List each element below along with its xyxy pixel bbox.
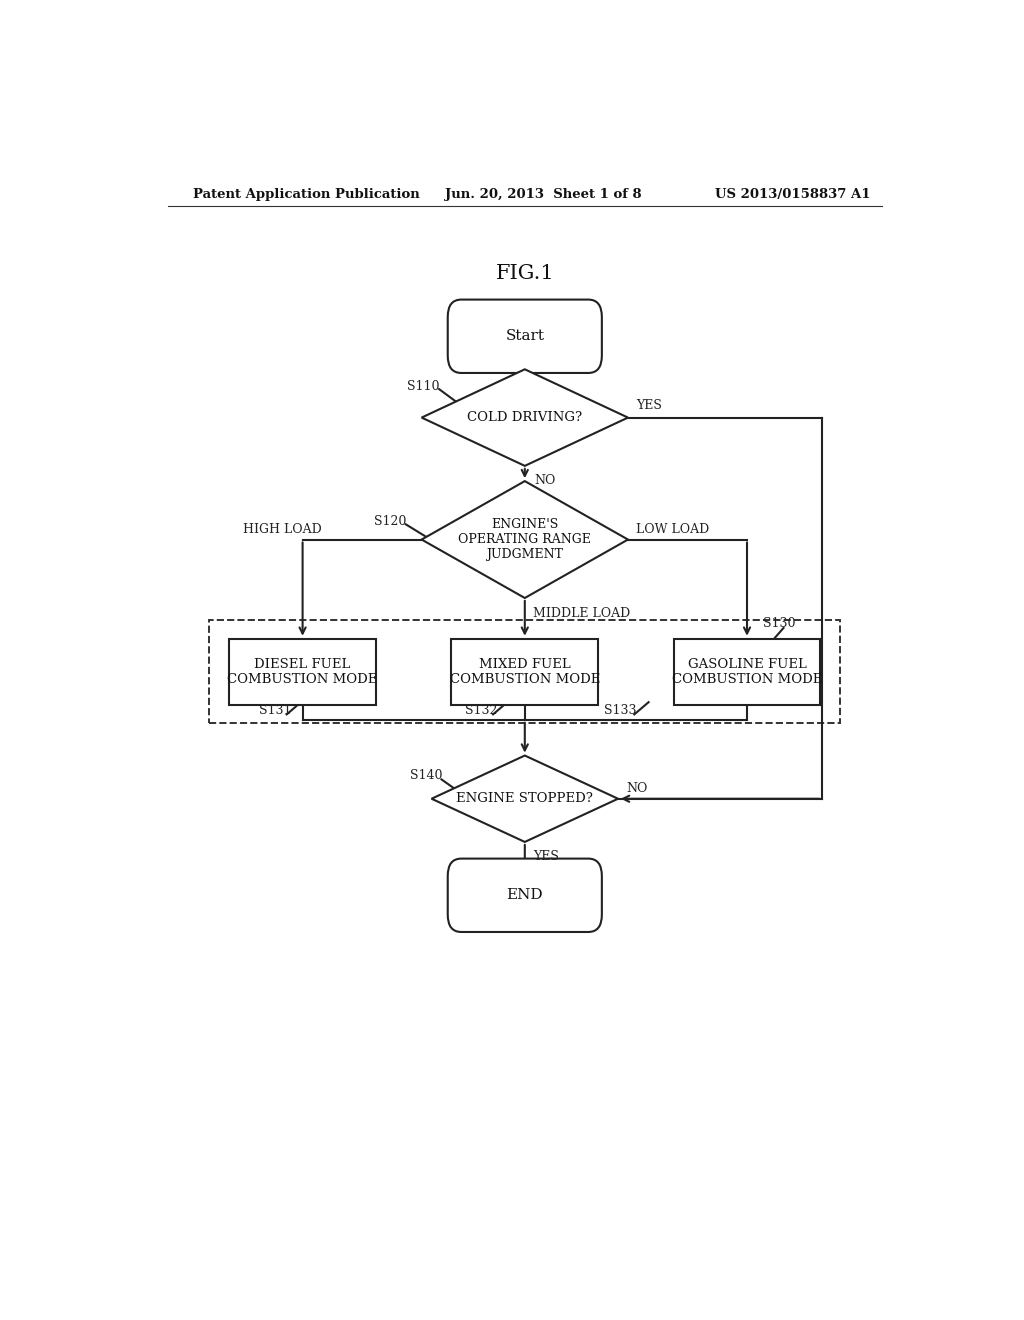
Text: END: END	[507, 888, 543, 903]
Text: Start: Start	[505, 329, 545, 343]
Text: ENGINE STOPPED?: ENGINE STOPPED?	[457, 792, 593, 805]
Text: S131: S131	[259, 704, 292, 717]
Text: US 2013/0158837 A1: US 2013/0158837 A1	[715, 187, 870, 201]
Text: MIXED FUEL
COMBUSTION MODE: MIXED FUEL COMBUSTION MODE	[450, 657, 600, 685]
Text: LOW LOAD: LOW LOAD	[636, 523, 710, 536]
Text: S130: S130	[763, 618, 796, 631]
Text: YES: YES	[636, 399, 662, 412]
Text: FIG.1: FIG.1	[496, 264, 554, 282]
Text: GASOLINE FUEL
COMBUSTION MODE: GASOLINE FUEL COMBUSTION MODE	[672, 657, 822, 685]
Polygon shape	[431, 755, 618, 842]
Text: Patent Application Publication: Patent Application Publication	[194, 187, 420, 201]
Polygon shape	[422, 480, 628, 598]
Polygon shape	[422, 370, 628, 466]
Text: DIESEL FUEL
COMBUSTION MODE: DIESEL FUEL COMBUSTION MODE	[227, 657, 378, 685]
FancyBboxPatch shape	[447, 858, 602, 932]
Bar	[674, 639, 820, 705]
Text: Jun. 20, 2013  Sheet 1 of 8: Jun. 20, 2013 Sheet 1 of 8	[445, 187, 642, 201]
Text: COLD DRIVING?: COLD DRIVING?	[467, 411, 583, 424]
Text: S133: S133	[604, 704, 637, 717]
Text: S110: S110	[408, 380, 440, 392]
Bar	[452, 639, 598, 705]
Text: NO: NO	[626, 781, 647, 795]
Text: NO: NO	[535, 474, 556, 487]
Bar	[209, 620, 841, 723]
Text: S120: S120	[374, 515, 407, 528]
Bar	[229, 639, 376, 705]
Text: MIDDLE LOAD: MIDDLE LOAD	[532, 607, 630, 619]
Text: S132: S132	[465, 704, 498, 717]
Text: YES: YES	[532, 850, 559, 863]
FancyBboxPatch shape	[447, 300, 602, 374]
Text: S140: S140	[410, 768, 442, 781]
Text: ENGINE'S
OPERATING RANGE
JUDGMENT: ENGINE'S OPERATING RANGE JUDGMENT	[459, 517, 591, 561]
Text: HIGH LOAD: HIGH LOAD	[243, 523, 322, 536]
